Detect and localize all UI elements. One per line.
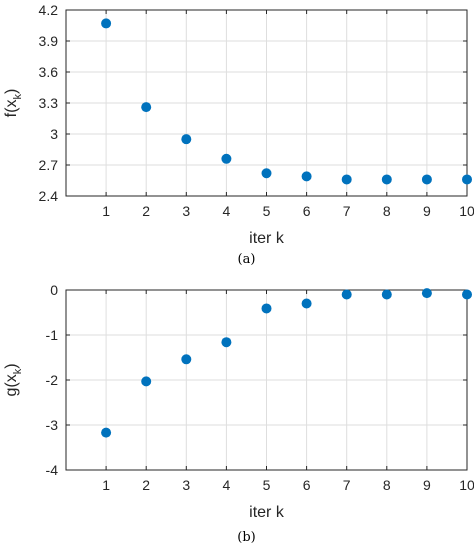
x-tick-label: 9 [423,203,431,219]
panel-caption: (a) [238,252,256,267]
y-axis-label: f(xk) [3,89,24,118]
data-point [261,168,272,179]
y-tick-label: -4 [46,462,59,478]
x-tick-label: 9 [423,477,431,493]
y-tick-label: 2.7 [39,157,59,173]
data-point [381,174,392,185]
data-point [141,376,152,387]
x-tick-label: 2 [142,203,150,219]
data-point [221,153,232,164]
x-tick-label: 8 [383,203,391,219]
y-tick-label: 4.2 [39,2,59,18]
x-tick-label: 10 [459,203,474,219]
data-point [341,289,352,300]
y-tick-label: 3 [50,126,58,142]
x-tick-label: 7 [343,477,351,493]
data-point [101,427,112,438]
y-axis-label-main: f(x [3,100,20,118]
y-axis-label-subscript: k [12,368,24,374]
data-point [421,174,432,185]
data-point [301,298,312,309]
y-tick-label: 0 [50,282,58,298]
x-tick-label: 1 [102,203,110,219]
data-point [381,289,392,300]
y-axis-label-close: ) [3,363,20,368]
x-tick-label: 3 [182,203,190,219]
x-tick-label: 5 [263,477,271,493]
y-tick-label: 3.9 [39,33,59,49]
y-axis-label-subscript: k [12,94,24,100]
y-axis-label-close: ) [3,89,20,94]
x-tick-label: 7 [343,203,351,219]
x-tick-label: 10 [459,477,474,493]
panel-b: 1 2 3 4 5 6 7 8 9 10 -4 -3 -2 -1 0 iter k g(xk) (b) [3,282,474,545]
x-tick-label: 2 [142,477,150,493]
data-point [261,303,272,314]
y-tick-label: -3 [46,417,59,433]
x-tick-label: 1 [102,477,110,493]
x-axis-label: iter k [249,230,285,247]
x-tick-label: 6 [303,203,311,219]
panel-caption: (b) [237,530,255,545]
y-axis-label: g(xk) [3,363,24,396]
y-tick-label: 2.4 [39,188,59,204]
x-tick-label: 3 [182,477,190,493]
data-point [181,134,192,145]
y-axis-label-main: g(x [3,374,20,396]
data-point [462,289,472,300]
data-point [181,354,192,365]
data-point [101,18,112,29]
y-tick-label: -1 [46,327,59,343]
y-tick-label: 3.6 [39,64,59,80]
y-tick-label: 3.3 [39,95,59,111]
x-tick-label: 8 [383,477,391,493]
x-tick-label: 4 [223,477,231,493]
x-tick-label: 6 [303,477,311,493]
data-point [141,102,152,113]
y-tick-label: -2 [46,372,59,388]
x-tick-label: 4 [223,203,231,219]
data-point [221,337,232,348]
data-point [341,174,352,185]
x-axis-label: iter k [249,504,285,521]
x-tick-label: 5 [263,203,271,219]
data-point [462,174,472,185]
panel-a: 1 2 3 4 5 6 7 8 9 10 2.4 2.7 3 3.3 3.6 3.9 4.2 iter k f(xk… [3,2,474,267]
data-point [301,171,312,182]
data-point [421,288,432,299]
